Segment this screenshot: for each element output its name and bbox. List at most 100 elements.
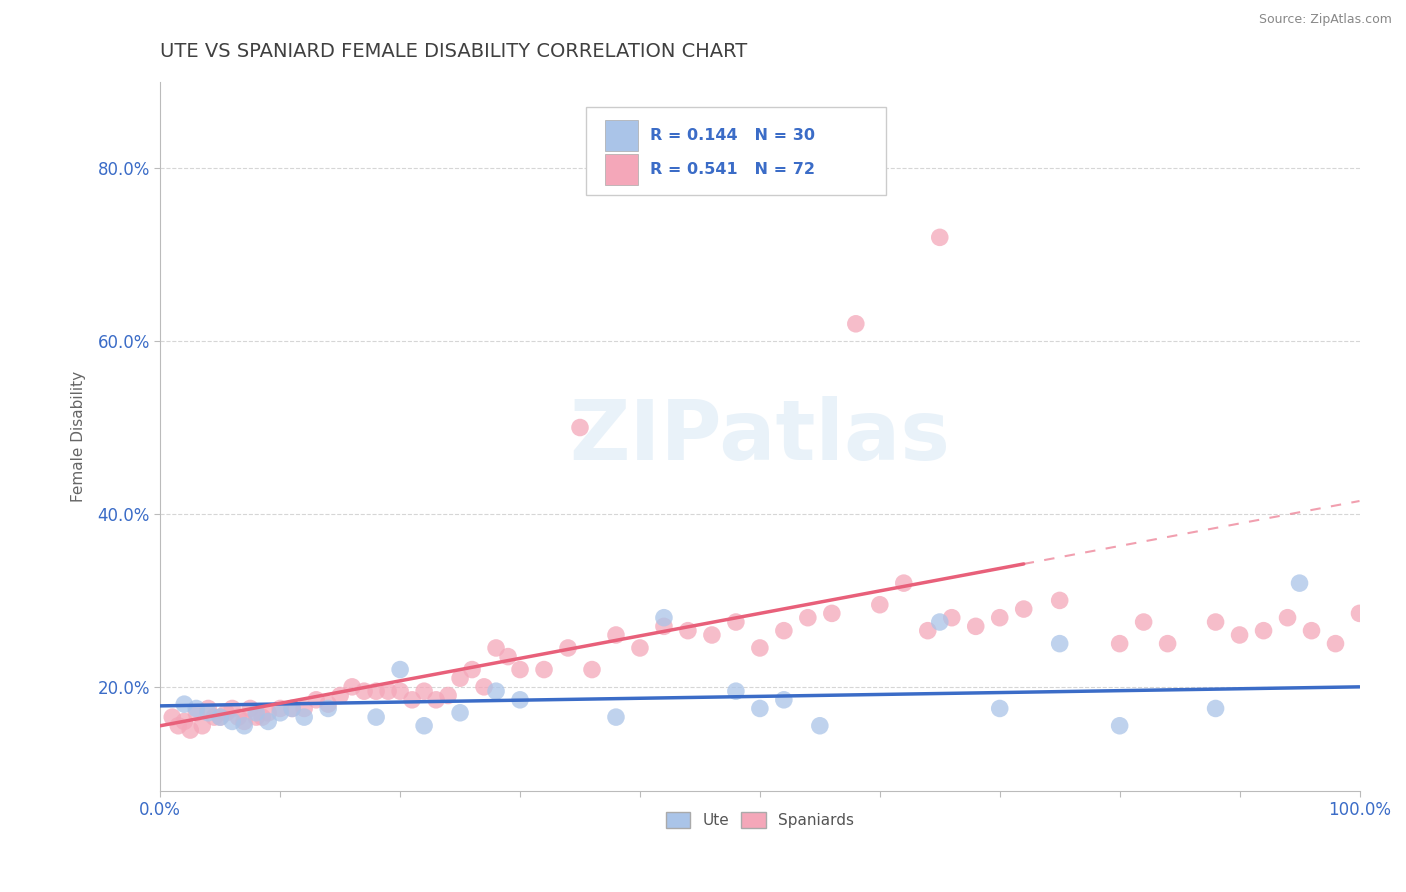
- Point: [1049, 637, 1071, 651]
- Point: [605, 710, 627, 724]
- Point: [281, 701, 304, 715]
- Point: [401, 693, 423, 707]
- Point: [449, 706, 471, 720]
- Point: [292, 710, 315, 724]
- Point: [269, 701, 291, 715]
- Point: [377, 684, 399, 698]
- FancyBboxPatch shape: [605, 120, 637, 152]
- Point: [1205, 701, 1227, 715]
- Text: UTE VS SPANIARD FEMALE DISABILITY CORRELATION CHART: UTE VS SPANIARD FEMALE DISABILITY CORREL…: [160, 42, 748, 61]
- Point: [988, 610, 1011, 624]
- Point: [808, 719, 831, 733]
- Point: [845, 317, 868, 331]
- Point: [340, 680, 363, 694]
- Point: [724, 684, 747, 698]
- Point: [509, 663, 531, 677]
- Point: [233, 719, 256, 733]
- Point: [1132, 615, 1154, 629]
- Point: [773, 624, 796, 638]
- Point: [245, 706, 267, 720]
- Point: [281, 701, 304, 715]
- Point: [821, 607, 844, 621]
- Point: [1108, 719, 1130, 733]
- Point: [893, 576, 915, 591]
- Point: [628, 640, 651, 655]
- Point: [557, 640, 579, 655]
- Point: [197, 701, 219, 715]
- Point: [425, 693, 447, 707]
- Point: [316, 697, 339, 711]
- Text: ZIPatlas: ZIPatlas: [569, 396, 950, 476]
- Point: [245, 710, 267, 724]
- Point: [941, 610, 963, 624]
- Point: [1229, 628, 1251, 642]
- Point: [257, 714, 280, 729]
- Point: [173, 697, 195, 711]
- Point: [724, 615, 747, 629]
- Point: [928, 230, 950, 244]
- Point: [209, 710, 232, 724]
- Point: [257, 706, 280, 720]
- Legend: Ute, Spaniards: Ute, Spaniards: [659, 805, 860, 834]
- Point: [533, 663, 555, 677]
- Point: [1324, 637, 1347, 651]
- Point: [202, 710, 225, 724]
- Point: [1049, 593, 1071, 607]
- Point: [700, 628, 723, 642]
- Point: [748, 701, 770, 715]
- Point: [413, 684, 436, 698]
- Point: [221, 701, 243, 715]
- Point: [965, 619, 987, 633]
- Point: [250, 710, 273, 724]
- Point: [605, 628, 627, 642]
- Point: [1277, 610, 1299, 624]
- Point: [353, 684, 375, 698]
- Point: [461, 663, 484, 677]
- FancyBboxPatch shape: [586, 106, 886, 195]
- Point: [869, 598, 891, 612]
- Point: [162, 710, 184, 724]
- Point: [215, 706, 238, 720]
- Point: [652, 619, 675, 633]
- Point: [1288, 576, 1310, 591]
- Point: [366, 710, 388, 724]
- Point: [485, 684, 508, 698]
- Point: [366, 684, 388, 698]
- Point: [928, 615, 950, 629]
- Point: [797, 610, 820, 624]
- Point: [509, 693, 531, 707]
- Point: [186, 701, 208, 715]
- Point: [239, 701, 262, 715]
- Point: [1156, 637, 1178, 651]
- Point: [316, 701, 339, 715]
- Point: [1348, 607, 1371, 621]
- Point: [917, 624, 939, 638]
- Text: Source: ZipAtlas.com: Source: ZipAtlas.com: [1258, 13, 1392, 27]
- Point: [652, 610, 675, 624]
- Point: [569, 420, 592, 434]
- Point: [437, 689, 460, 703]
- Point: [389, 684, 412, 698]
- Point: [413, 719, 436, 733]
- Point: [292, 701, 315, 715]
- Point: [748, 640, 770, 655]
- Point: [773, 693, 796, 707]
- Point: [209, 710, 232, 724]
- Point: [676, 624, 699, 638]
- FancyBboxPatch shape: [605, 154, 637, 186]
- Point: [226, 710, 249, 724]
- Point: [1301, 624, 1323, 638]
- Point: [167, 719, 190, 733]
- Text: R = 0.541   N = 72: R = 0.541 N = 72: [650, 162, 814, 178]
- Point: [221, 714, 243, 729]
- Point: [269, 706, 291, 720]
- Point: [233, 714, 256, 729]
- Point: [1108, 637, 1130, 651]
- Point: [389, 663, 412, 677]
- Point: [1012, 602, 1035, 616]
- Point: [496, 649, 519, 664]
- Point: [191, 719, 214, 733]
- Point: [472, 680, 495, 694]
- Point: [1253, 624, 1275, 638]
- Point: [197, 706, 219, 720]
